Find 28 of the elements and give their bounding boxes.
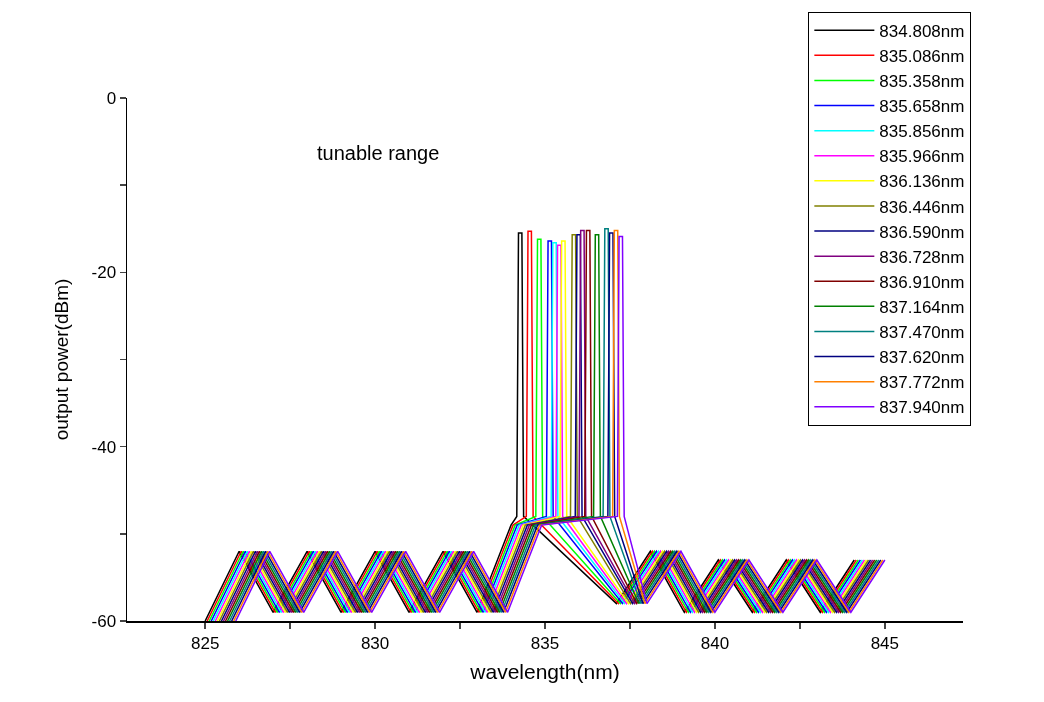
y-tick-label: -20 bbox=[91, 263, 117, 283]
legend-label: 835.086nm bbox=[879, 46, 965, 66]
legend-label: 835.358nm bbox=[879, 72, 965, 92]
legend-label: 835.966nm bbox=[879, 147, 965, 167]
y-tick-label: -60 bbox=[91, 611, 117, 631]
x-axis-title: wavelength(nm) bbox=[469, 659, 620, 683]
x-tick-label: 835 bbox=[530, 633, 560, 653]
x-tick-label: 825 bbox=[190, 633, 220, 653]
legend-label: 836.136nm bbox=[879, 172, 965, 192]
legend-label: 836.446nm bbox=[879, 197, 965, 217]
y-axis-title: output power(dBm) bbox=[50, 278, 72, 441]
legend-label: 836.728nm bbox=[879, 247, 965, 267]
legend-label: 835.856nm bbox=[879, 122, 965, 142]
legend-label: 837.620nm bbox=[879, 348, 965, 368]
legend-label: 837.772nm bbox=[879, 373, 965, 393]
x-tick-label: 830 bbox=[360, 633, 390, 653]
legend-label: 837.470nm bbox=[879, 323, 965, 343]
x-tick-label: 845 bbox=[870, 633, 900, 653]
x-tick-label: 840 bbox=[700, 633, 730, 653]
legend-label: 837.940nm bbox=[879, 398, 965, 418]
legend-label: 837.164nm bbox=[879, 297, 965, 317]
y-tick-label: -40 bbox=[91, 437, 117, 457]
legend-label: 836.590nm bbox=[879, 222, 965, 242]
annotation: tunable range bbox=[317, 142, 440, 164]
legend-label: 834.808nm bbox=[879, 21, 965, 41]
legend-label: 835.658nm bbox=[879, 97, 965, 117]
legend-label: 836.910nm bbox=[879, 272, 965, 292]
y-tick-label: 0 bbox=[106, 88, 117, 108]
